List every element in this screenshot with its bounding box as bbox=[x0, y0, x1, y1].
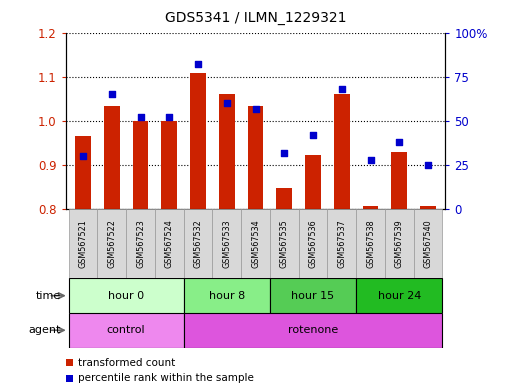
Point bbox=[366, 157, 374, 163]
Text: GSM567540: GSM567540 bbox=[423, 220, 432, 268]
Text: hour 15: hour 15 bbox=[291, 291, 334, 301]
FancyBboxPatch shape bbox=[126, 209, 155, 278]
FancyBboxPatch shape bbox=[212, 209, 241, 278]
Text: rotenone: rotenone bbox=[287, 325, 337, 335]
FancyBboxPatch shape bbox=[97, 209, 126, 278]
FancyBboxPatch shape bbox=[298, 209, 327, 278]
Text: GSM567534: GSM567534 bbox=[250, 220, 260, 268]
Text: GSM567539: GSM567539 bbox=[394, 220, 403, 268]
FancyBboxPatch shape bbox=[183, 278, 269, 313]
Text: time: time bbox=[35, 291, 61, 301]
Text: GSM567532: GSM567532 bbox=[193, 220, 202, 268]
Bar bbox=[419, 206, 435, 209]
Text: GSM567521: GSM567521 bbox=[78, 220, 87, 268]
FancyBboxPatch shape bbox=[269, 209, 298, 278]
Text: GSM567535: GSM567535 bbox=[279, 220, 288, 268]
Point bbox=[136, 114, 144, 121]
FancyBboxPatch shape bbox=[356, 278, 441, 313]
Bar bbox=[75, 136, 91, 209]
FancyBboxPatch shape bbox=[384, 209, 413, 278]
FancyBboxPatch shape bbox=[241, 209, 269, 278]
Bar bbox=[104, 106, 120, 209]
Text: transformed count: transformed count bbox=[78, 358, 175, 368]
FancyBboxPatch shape bbox=[69, 209, 97, 278]
Point bbox=[280, 150, 288, 156]
Point bbox=[251, 106, 259, 112]
Text: percentile rank within the sample: percentile rank within the sample bbox=[78, 373, 253, 383]
Point bbox=[165, 114, 173, 121]
Point bbox=[222, 100, 230, 106]
Text: GSM567533: GSM567533 bbox=[222, 220, 231, 268]
Text: GSM567523: GSM567523 bbox=[136, 220, 145, 268]
Text: hour 0: hour 0 bbox=[108, 291, 144, 301]
Point bbox=[423, 162, 431, 168]
Point bbox=[79, 153, 87, 159]
Text: hour 8: hour 8 bbox=[208, 291, 244, 301]
FancyBboxPatch shape bbox=[183, 209, 212, 278]
Point bbox=[337, 86, 345, 92]
Bar bbox=[247, 106, 263, 209]
Bar bbox=[190, 73, 206, 209]
Bar bbox=[305, 155, 320, 209]
Bar bbox=[276, 188, 291, 209]
FancyBboxPatch shape bbox=[155, 209, 183, 278]
FancyBboxPatch shape bbox=[183, 313, 441, 348]
Point bbox=[108, 91, 116, 98]
Bar bbox=[161, 121, 177, 209]
Text: control: control bbox=[107, 325, 145, 335]
Point bbox=[309, 132, 317, 138]
Point bbox=[394, 139, 402, 145]
Text: GSM567538: GSM567538 bbox=[365, 220, 374, 268]
Bar bbox=[219, 94, 234, 209]
Text: GSM567522: GSM567522 bbox=[107, 219, 116, 268]
FancyBboxPatch shape bbox=[69, 313, 183, 348]
Point bbox=[193, 61, 201, 68]
FancyBboxPatch shape bbox=[69, 278, 183, 313]
Bar bbox=[390, 152, 407, 209]
FancyBboxPatch shape bbox=[356, 209, 384, 278]
Bar bbox=[362, 206, 378, 209]
Bar bbox=[132, 121, 148, 209]
Text: GSM567524: GSM567524 bbox=[165, 220, 173, 268]
FancyBboxPatch shape bbox=[327, 209, 356, 278]
Bar bbox=[333, 94, 349, 209]
Text: GSM567536: GSM567536 bbox=[308, 220, 317, 268]
Text: GSM567537: GSM567537 bbox=[337, 220, 345, 268]
FancyBboxPatch shape bbox=[269, 278, 356, 313]
FancyBboxPatch shape bbox=[413, 209, 441, 278]
Text: agent: agent bbox=[28, 325, 61, 335]
Text: hour 24: hour 24 bbox=[377, 291, 420, 301]
Text: GDS5341 / ILMN_1229321: GDS5341 / ILMN_1229321 bbox=[165, 11, 345, 25]
